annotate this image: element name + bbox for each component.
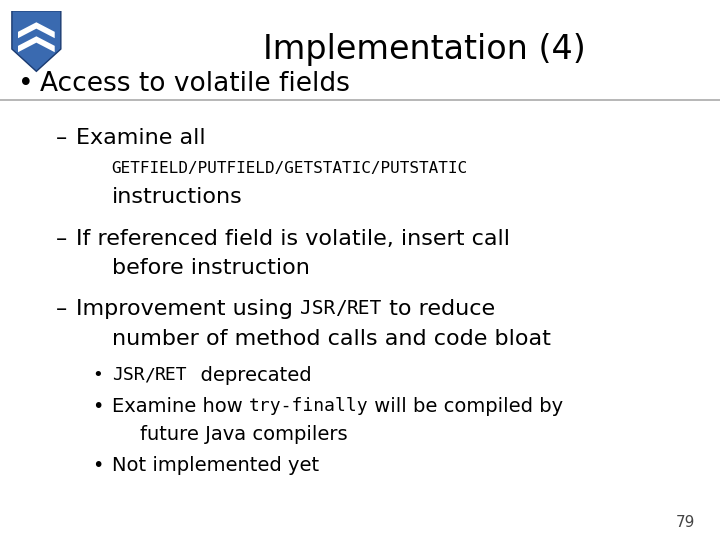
Text: instructions: instructions (112, 187, 243, 207)
Text: Not implemented yet: Not implemented yet (112, 456, 319, 475)
Text: Access to volatile fields: Access to volatile fields (40, 71, 349, 97)
Text: If referenced field is volatile, insert call: If referenced field is volatile, insert … (76, 228, 510, 249)
Text: •: • (92, 396, 104, 416)
Polygon shape (18, 36, 55, 52)
Polygon shape (18, 22, 55, 38)
Text: try-finally: try-finally (248, 397, 368, 415)
Text: –: – (56, 127, 68, 148)
Text: JSR: JSR (112, 366, 144, 384)
Text: Improvement using: Improvement using (76, 299, 300, 319)
Text: •: • (18, 71, 34, 97)
Text: GETFIELD/PUTFIELD/GETSTATIC/PUTSTATIC: GETFIELD/PUTFIELD/GETSTATIC/PUTSTATIC (112, 161, 468, 176)
Text: RET: RET (346, 299, 382, 319)
Text: •: • (92, 366, 103, 384)
Text: /: / (144, 366, 155, 384)
Text: Implementation (4): Implementation (4) (264, 33, 586, 66)
Text: Examine all: Examine all (76, 127, 205, 148)
Text: –: – (56, 228, 68, 249)
Text: number of method calls and code bloat: number of method calls and code bloat (112, 328, 551, 349)
Text: will be compiled by: will be compiled by (368, 396, 563, 416)
FancyBboxPatch shape (0, 100, 720, 540)
Text: RET: RET (155, 366, 188, 384)
Text: before instruction: before instruction (112, 258, 310, 279)
Text: to reduce: to reduce (382, 299, 495, 319)
Text: 79: 79 (676, 515, 696, 530)
Text: future Java compilers: future Java compilers (140, 425, 348, 444)
FancyBboxPatch shape (0, 0, 720, 100)
Text: –: – (56, 299, 68, 319)
Text: JSR: JSR (300, 299, 335, 319)
Text: Examine how: Examine how (112, 396, 248, 416)
Text: deprecated: deprecated (188, 366, 311, 385)
Text: /: / (335, 299, 346, 319)
Text: •: • (92, 456, 104, 475)
Polygon shape (12, 11, 60, 71)
